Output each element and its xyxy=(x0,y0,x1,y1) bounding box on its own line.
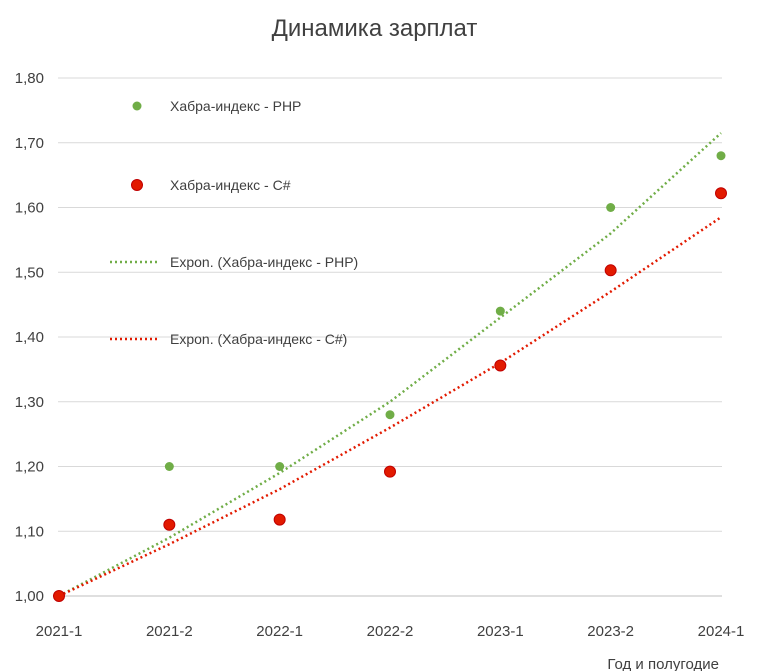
legend-entry: Хабра-индекс - C# xyxy=(170,177,291,193)
data-point xyxy=(164,462,174,471)
gridlines xyxy=(58,77,722,597)
y-tick-label: 1,20 xyxy=(15,459,44,476)
legend-entry: Хабра-индекс - PHP xyxy=(170,98,301,114)
data-point xyxy=(495,306,505,316)
trendlines xyxy=(58,132,722,598)
x-tick-label: 2022-2 xyxy=(367,623,414,640)
y-tick-label: 1,80 xyxy=(15,70,44,87)
legend-marker xyxy=(131,179,143,191)
data-point xyxy=(606,203,616,212)
x-axis-label: Год и полугодие xyxy=(607,656,719,671)
legend: Хабра-индекс - PHP Хабра-индекс - C# Expon… xyxy=(110,98,358,347)
data-point xyxy=(716,151,726,161)
y-tick-label: 1,00 xyxy=(15,588,44,605)
legend-marker xyxy=(132,101,142,111)
data-point xyxy=(273,513,286,526)
y-tick-label: 1,60 xyxy=(15,200,44,217)
y-tick-label: 1,40 xyxy=(15,329,44,346)
legend-entry: Expon. (Хабра-индекс - PHP) xyxy=(170,254,358,270)
chart-title: Динамика зарплат xyxy=(271,15,478,42)
trendline xyxy=(58,132,722,598)
x-tick-label: 2023-2 xyxy=(587,623,634,640)
x-tick-label: 2021-2 xyxy=(146,623,193,640)
data-point xyxy=(494,359,507,372)
data-point xyxy=(275,462,285,471)
data-point xyxy=(604,264,617,277)
y-tick-label: 1,30 xyxy=(15,394,44,411)
data-point xyxy=(715,187,727,200)
y-tick-label: 1,50 xyxy=(15,264,44,281)
data-point xyxy=(385,410,395,420)
x-axis-ticks: 2021-1 2021-2 2022-1 2022-2 2023-1 2023-2 2024… xyxy=(36,623,745,640)
y-tick-label: 1,70 xyxy=(15,135,44,152)
data-point xyxy=(163,518,176,531)
data-point xyxy=(384,465,396,478)
legend-entry: Expon. (Хабра-индекс - C#) xyxy=(170,331,347,347)
trendline xyxy=(58,216,722,598)
data-point xyxy=(53,590,65,602)
data-points xyxy=(53,151,727,602)
x-tick-label: 2021-1 xyxy=(36,623,83,640)
y-axis-ticks: 1,00 1,10 1,20 1,30 1,40 1,50 1,60 1,70 1,80 xyxy=(15,70,44,605)
x-tick-label: 2024-1 xyxy=(698,623,745,640)
x-tick-label: 2022-1 xyxy=(256,623,303,640)
x-tick-label: 2023-1 xyxy=(477,623,524,640)
y-tick-label: 1,10 xyxy=(15,523,44,540)
